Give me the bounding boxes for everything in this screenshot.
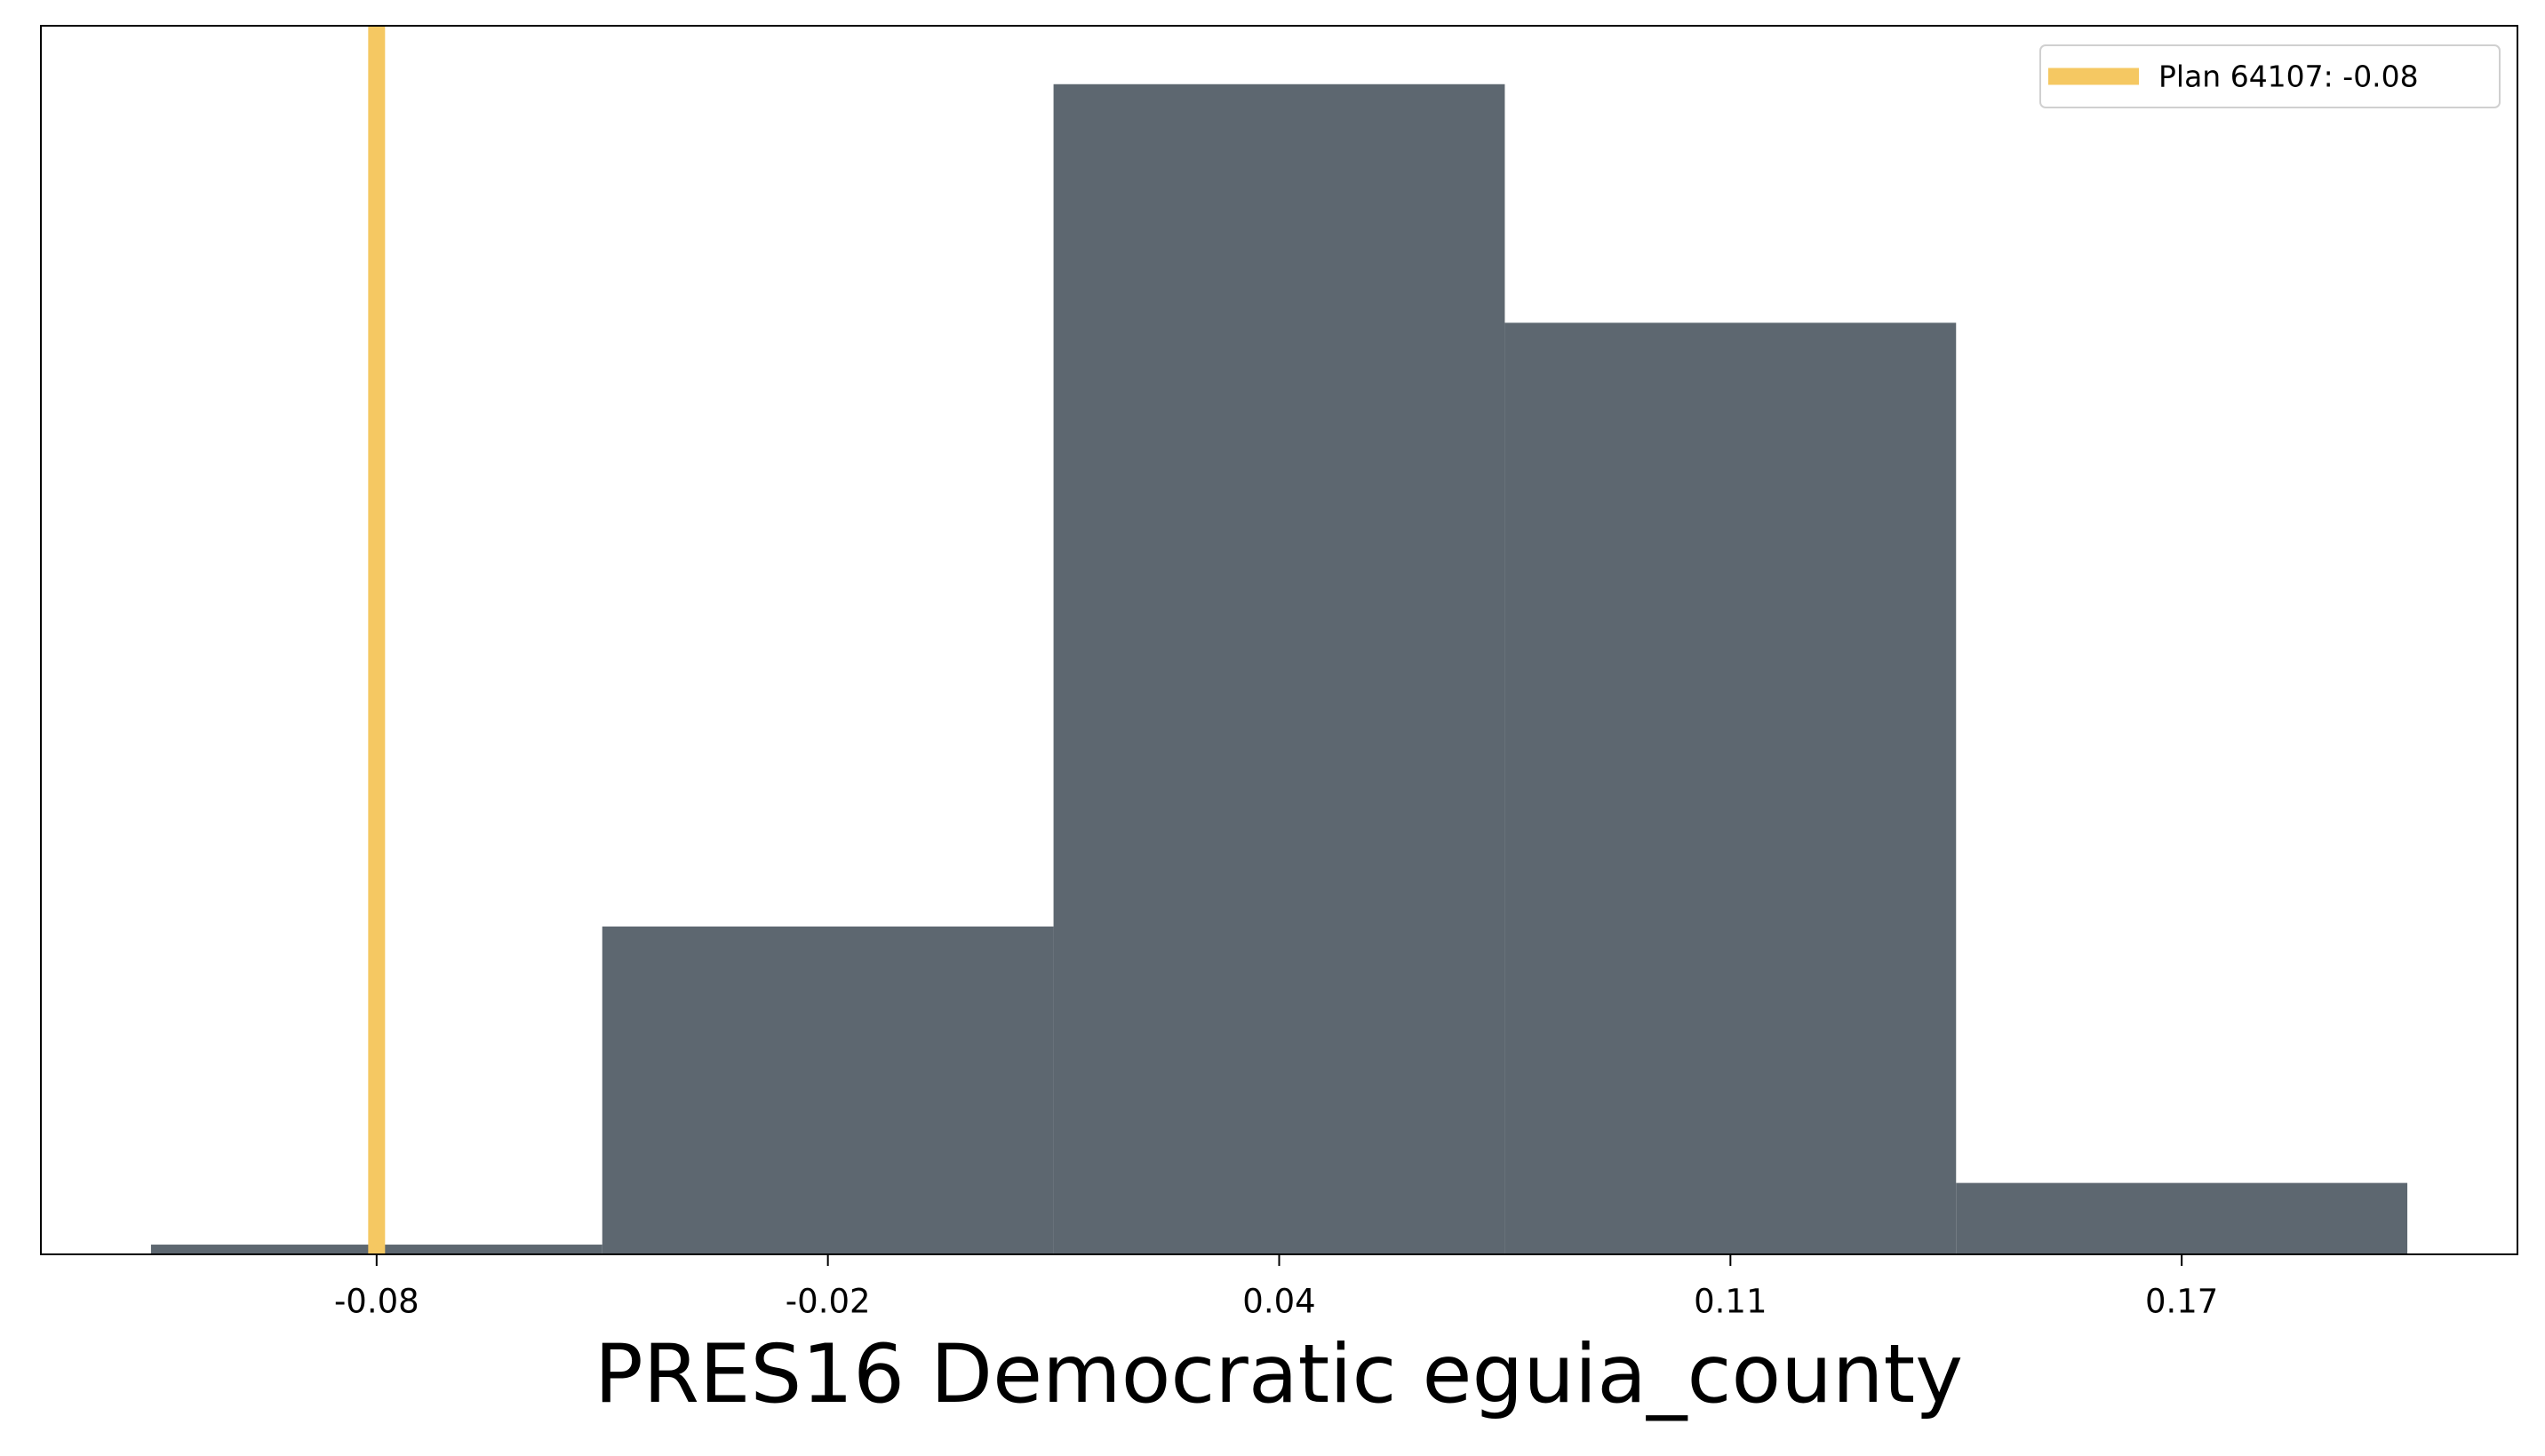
legend-box — [2039, 44, 2501, 108]
bar — [1956, 1182, 2408, 1254]
x-tick-label: 0.04 — [1242, 1283, 1315, 1321]
x-tick-label: -0.08 — [334, 1283, 419, 1321]
bar — [602, 926, 1054, 1254]
bar — [1053, 84, 1505, 1254]
x-tick-label: 0.17 — [2145, 1283, 2218, 1321]
x-tick-label: -0.02 — [786, 1283, 871, 1321]
legend-label: Plan 64107: -0.08 — [2158, 60, 2419, 94]
bar — [1504, 322, 1957, 1255]
x-axis-label: PRES16 Democratic eguia_county — [594, 1328, 1963, 1421]
x-tick-label: 0.11 — [1694, 1283, 1767, 1321]
